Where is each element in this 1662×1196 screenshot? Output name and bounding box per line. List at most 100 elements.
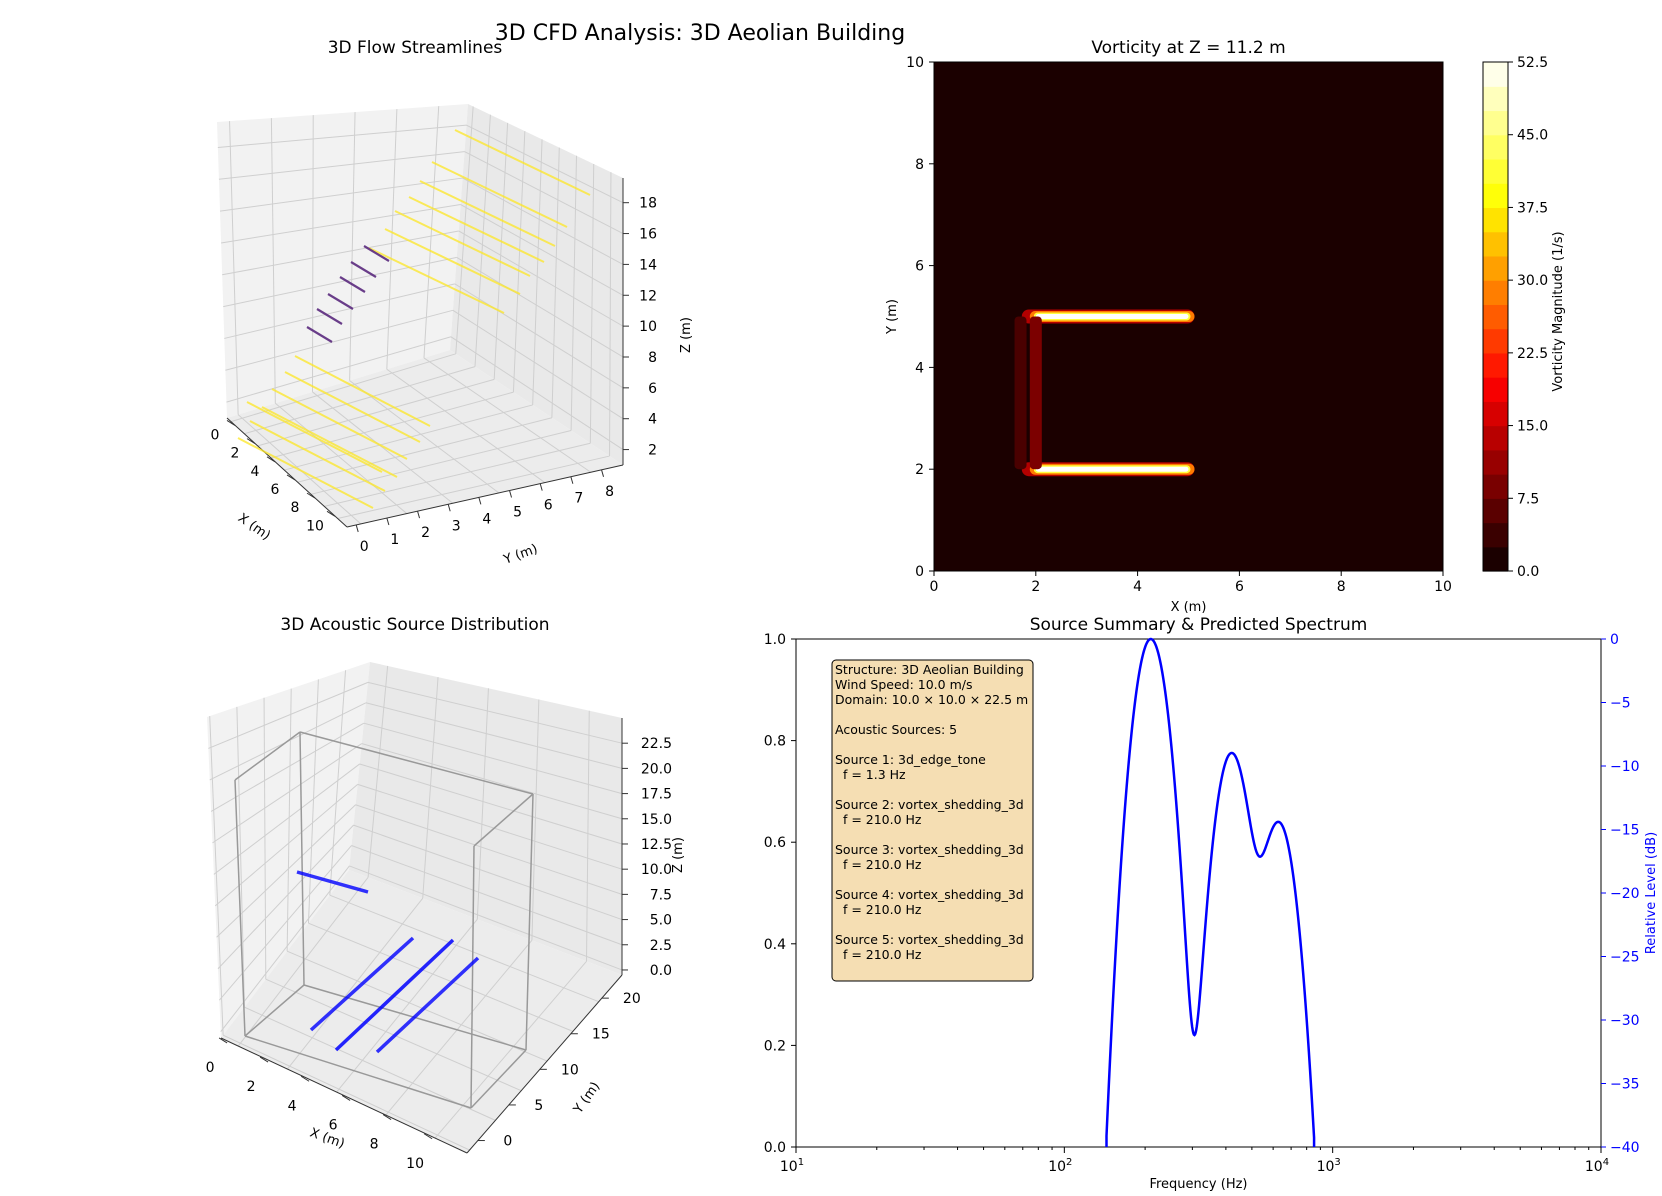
colorbar-level (1483, 134, 1508, 160)
grid-line (512, 131, 526, 393)
grid-line (474, 114, 491, 367)
x-tick-label: 6 (1235, 579, 1244, 595)
x-tick-label: 8 (291, 500, 300, 516)
grid-line (464, 151, 624, 234)
streamline (316, 308, 343, 325)
z-tick-label: 5.0 (650, 913, 672, 929)
y-tick-label: 8 (605, 484, 614, 500)
colorbar-level (1483, 183, 1508, 209)
x-tick (246, 438, 256, 445)
y-tick-label: 1.0 (764, 632, 786, 648)
x-tick-label: 8 (1337, 579, 1346, 595)
y-tick-label: 0 (360, 539, 369, 555)
acoustic-source (375, 956, 480, 1054)
x-tick-label: 4 (288, 1098, 297, 1114)
x-tick (341, 1094, 351, 1101)
grid-line (367, 665, 389, 878)
x-tick (382, 1114, 392, 1121)
y-tick (601, 469, 605, 477)
x-tick (226, 420, 236, 426)
grid-line (476, 688, 489, 920)
summary-line: f = 210.0 Hz (835, 902, 922, 917)
colorbar-level (1483, 86, 1508, 112)
grid-line (363, 722, 623, 795)
colorbar-level (1483, 304, 1508, 330)
colorbar-tick-label: 15.0 (1517, 419, 1548, 435)
colorbar-tick-label: 0.0 (1517, 564, 1539, 580)
colorbar-tick-label: 30.0 (1517, 273, 1548, 289)
streamline (408, 196, 545, 263)
x-tick (266, 456, 276, 463)
y-tick-label: 5 (534, 1098, 543, 1114)
streamline (339, 276, 366, 293)
back-left-wall (217, 104, 468, 418)
x-tick (286, 474, 296, 481)
y2-axis-label: Relative Level (dB) (1644, 832, 1659, 954)
x-tick (218, 1037, 228, 1044)
grid-line (286, 688, 292, 952)
y-tick-label: 0 (915, 564, 924, 580)
grid-line (311, 115, 314, 392)
colorbar-tick-label: 37.5 (1517, 200, 1548, 216)
z-tick-label: 15.0 (641, 812, 672, 828)
z-tick-label: 7.5 (650, 887, 672, 903)
figure-title: 3D CFD Analysis: 3D Aeolian Building (495, 21, 905, 46)
grid-line (336, 919, 478, 1093)
summary-line: f = 210.0 Hz (835, 857, 922, 872)
grid-line (270, 118, 276, 404)
z-tick-label: 17.5 (641, 787, 672, 803)
y2-tick-label: −25 (1610, 950, 1640, 966)
y2-tick-label: −5 (1610, 696, 1631, 712)
grid-line (226, 336, 452, 403)
grid-line (263, 697, 267, 980)
x-tick-label: 4 (251, 464, 260, 480)
x-axis-label: X (m) (308, 1126, 347, 1152)
grid-line (221, 204, 461, 244)
z-tick-label: 6 (648, 381, 657, 397)
grid-line (365, 702, 623, 769)
grid-line (287, 898, 424, 1070)
colorbar-level (1483, 377, 1508, 402)
grid-line (385, 940, 533, 1116)
grid-line (586, 710, 590, 962)
grid-line (462, 177, 624, 265)
x-tick-label: 2 (247, 1079, 256, 1095)
grid-line (454, 283, 624, 389)
z-tick-label: 14 (639, 257, 657, 273)
vorticity-wall (1014, 316, 1027, 470)
y-tick-label: 2 (421, 525, 430, 541)
y2-tick-label: −15 (1610, 823, 1640, 839)
grid-line (217, 124, 467, 148)
streamline (431, 161, 568, 228)
summary-line: f = 210.0 Hz (835, 812, 922, 827)
summary-line: Source 1: 3d_edge_tone (835, 752, 986, 767)
grid-line (307, 679, 319, 924)
x-tick-label: 2 (231, 446, 240, 462)
y-tick-label: 0.6 (764, 835, 786, 851)
y-tick-label: 2 (915, 462, 924, 478)
grid-line (225, 309, 454, 371)
colorbar-level (1483, 474, 1508, 499)
streamline (249, 420, 386, 492)
colorbar-level (1483, 498, 1508, 524)
y-tick-label: 4 (915, 360, 924, 376)
back-right-wall (349, 662, 622, 975)
y-tick (509, 490, 513, 498)
building-edge (299, 731, 534, 795)
grid-line (589, 164, 595, 444)
x-tick (326, 510, 336, 517)
x-tick-label: 6 (271, 482, 280, 498)
y-tick-label: 10 (561, 1062, 579, 1078)
grid-line (297, 417, 553, 483)
streamline (261, 406, 398, 478)
x-axis-label: Frequency (Hz) (1149, 1177, 1247, 1192)
building-edge (473, 793, 534, 847)
y-tick-label: 8 (915, 157, 924, 173)
z-tick-label: 12 (639, 288, 657, 304)
grid-line (349, 112, 356, 381)
colorbar-level (1483, 231, 1508, 257)
y-axis-label: Y (m) (570, 1079, 603, 1117)
summary-line: Acoustic Sources: 5 (835, 722, 957, 737)
y-tick (570, 476, 574, 484)
